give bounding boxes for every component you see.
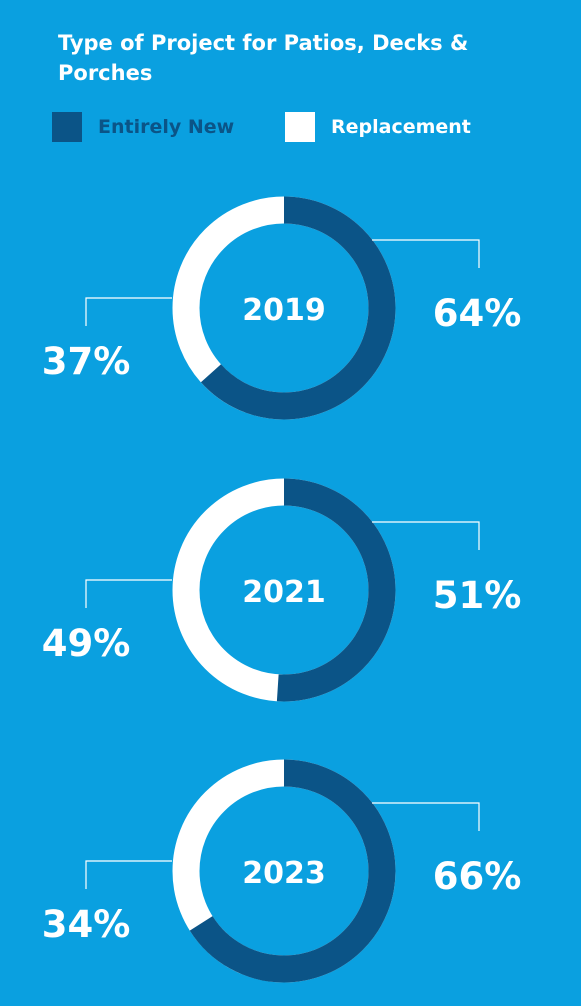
donut-segment-entirely-new-2019 <box>172 196 396 420</box>
data-label-entirely-new-2023: 66% <box>433 855 522 898</box>
data-label-replacement-2023: 34% <box>42 903 131 946</box>
data-label-replacement-2019: 37% <box>42 340 131 383</box>
donut-segment-entirely-new-2023 <box>172 759 396 983</box>
leader-line-replacement-2019 <box>85 297 172 326</box>
data-label-entirely-new-2019: 64% <box>433 292 522 335</box>
leader-line-entirely-new-2021 <box>372 521 480 550</box>
leader-line-replacement-2021 <box>85 579 172 608</box>
donut-center-label-2019: 2019 <box>242 293 326 328</box>
chart-title: Type of Project for Patios, Decks & Porc… <box>58 31 469 85</box>
data-label-replacement-2021: 49% <box>42 622 131 665</box>
legend-swatch-replacement <box>285 112 315 142</box>
leader-line-entirely-new-2023 <box>372 802 480 831</box>
legend-item-entirely-new: Entirely New <box>52 112 234 142</box>
data-label-entirely-new-2021: 51% <box>433 574 522 617</box>
leader-line-entirely-new-2019 <box>372 239 480 268</box>
legend-swatch-entirely-new <box>52 112 82 142</box>
leader-line-replacement-2023 <box>85 860 172 889</box>
donut-center-label-2023: 2023 <box>242 856 326 891</box>
donut-center-label-2021: 2021 <box>242 575 326 610</box>
donut-segment-entirely-new-2021 <box>172 478 396 702</box>
legend-label-entirely-new: Entirely New <box>98 116 235 138</box>
legend-item-replacement: Replacement <box>285 112 471 142</box>
legend-label-replacement: Replacement <box>331 116 471 138</box>
